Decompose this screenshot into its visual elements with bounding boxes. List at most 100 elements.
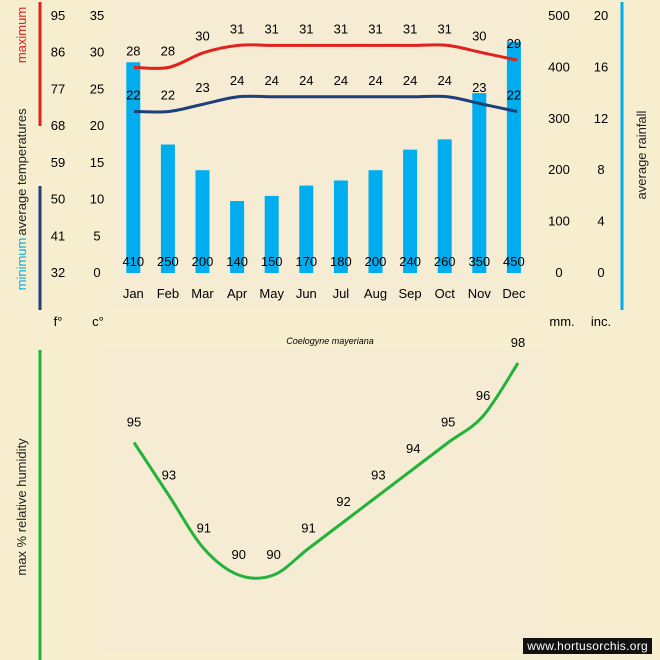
month-labels: Jan Feb Mar Apr May Jun Jul Aug Sep Oct Nov Dec: [123, 286, 526, 301]
rainfall-value-label: 140: [226, 254, 248, 269]
data-labels: 410 250 200 140 150 170 180 200 240 260 350 450 28 28…: [122, 21, 524, 269]
rainfall-value-label: 170: [295, 254, 317, 269]
min-temp-label: 22: [126, 87, 140, 102]
species-caption: Coelogyne mayeriana: [286, 336, 374, 346]
temperature-lines: [133, 43, 518, 114]
max-temp-label: 28: [161, 43, 175, 58]
rainfall-bar: [230, 201, 245, 273]
rainfall-bar: [195, 170, 210, 273]
mm-tick: 500: [548, 8, 570, 23]
max-temp-label: 31: [368, 21, 382, 36]
rainfall-value-label: 350: [468, 254, 490, 269]
month-label: May: [259, 286, 284, 301]
min-temp-label: 23: [472, 80, 486, 95]
max-temp-label: 30: [472, 29, 486, 44]
mm-tick: 100: [548, 214, 570, 229]
f-tick: 77: [51, 81, 65, 96]
max-temp-label: 30: [195, 29, 209, 44]
min-label: minimum: [14, 238, 29, 291]
rainfall-value-label: 150: [261, 254, 283, 269]
rainfall-bars: [126, 41, 521, 274]
max-temp-label: 31: [403, 21, 417, 36]
humidity-axis-label: max % relative humidity: [14, 438, 29, 576]
c-tick: 5: [93, 228, 100, 243]
month-label: Oct: [435, 286, 456, 301]
min-temp-label: 23: [195, 80, 209, 95]
humidity-value-label: 90: [266, 547, 280, 562]
min-temp-label: 24: [437, 73, 451, 88]
max-temp-line: [133, 43, 518, 70]
rainfall-value-label: 410: [122, 254, 144, 269]
min-temp-label: 22: [161, 87, 175, 102]
mm-tick: 0: [555, 265, 562, 280]
inc-tick: 20: [594, 8, 608, 23]
rainfall-bar: [160, 144, 175, 273]
humidity-value-label: 95: [127, 415, 141, 430]
c-axis-ticks: 35 30 25 20 15 10 5 0: [90, 8, 104, 280]
inc-tick: 0: [597, 265, 604, 280]
humidity-curve: [132, 362, 520, 580]
humidity-value-label: 95: [441, 415, 455, 430]
rainfall-bar: [333, 180, 348, 273]
rainfall-bar: [264, 195, 279, 273]
f-tick: 95: [51, 8, 65, 23]
unit-inc: inc.: [591, 314, 611, 329]
month-label: Aug: [364, 286, 387, 301]
min-temp-label: 24: [334, 73, 348, 88]
c-tick: 10: [90, 192, 104, 207]
rainfall-value-label: 180: [330, 254, 352, 269]
humidity-value-label: 92: [336, 494, 350, 509]
humidity-value-label: 91: [301, 521, 315, 536]
inc-tick: 12: [594, 111, 608, 126]
rainfall-value-label: 200: [365, 254, 387, 269]
rainfall-value-label: 200: [192, 254, 214, 269]
month-label: Jan: [123, 286, 144, 301]
rainfall-axis-label: average rainfall: [634, 110, 649, 199]
rainfall-bar: [472, 93, 487, 273]
c-tick: 25: [90, 81, 104, 96]
max-temp-label: 31: [437, 21, 451, 36]
c-tick: 20: [90, 118, 104, 133]
inc-tick: 8: [597, 162, 604, 177]
rainfall-bar: [506, 41, 521, 274]
humidity-plot-panel: [102, 350, 548, 652]
inc-axis-ticks: 20 16 12 8 4 0: [594, 8, 608, 280]
inc-tick: 16: [594, 59, 608, 74]
min-temp-label: 22: [507, 87, 521, 102]
humidity-value-label: 91: [197, 521, 211, 536]
f-axis-ticks: 95 86 77 68 59 50 41 32: [51, 8, 65, 280]
min-temp-label: 24: [264, 73, 278, 88]
rainfall-value-label: 240: [399, 254, 421, 269]
month-label: Feb: [157, 286, 179, 301]
rainfall-bar: [403, 149, 418, 273]
c-tick: 35: [90, 8, 104, 23]
c-tick: 0: [93, 265, 100, 280]
humidity-value-label: 90: [231, 547, 245, 562]
f-tick: 86: [51, 45, 65, 60]
mm-tick: 400: [548, 59, 570, 74]
humidity-value-label: 93: [371, 468, 385, 483]
rainfall-bar: [126, 62, 141, 274]
mm-tick: 200: [548, 162, 570, 177]
rainfall-bar: [368, 170, 383, 273]
month-label: Jun: [296, 286, 317, 301]
month-label: Nov: [468, 286, 492, 301]
month-label: Sep: [399, 286, 422, 301]
inc-tick: 4: [597, 214, 604, 229]
min-temp-label: 24: [230, 73, 244, 88]
min-temp-label: 24: [299, 73, 313, 88]
rainfall-bar: [299, 185, 314, 273]
max-temp-label: 31: [264, 21, 278, 36]
rainfall-value-label: 260: [434, 254, 456, 269]
humidity-value-label: 94: [406, 441, 420, 456]
unit-f: f°: [54, 314, 63, 329]
f-tick: 32: [51, 265, 65, 280]
max-temp-label: 31: [299, 21, 313, 36]
rainfall-value-label: 250: [157, 254, 179, 269]
month-label: Dec: [502, 286, 526, 301]
c-tick: 15: [90, 155, 104, 170]
max-temp-label: 31: [334, 21, 348, 36]
month-label: Mar: [191, 286, 214, 301]
rainfall-bar: [437, 139, 452, 273]
f-tick: 50: [51, 192, 65, 207]
